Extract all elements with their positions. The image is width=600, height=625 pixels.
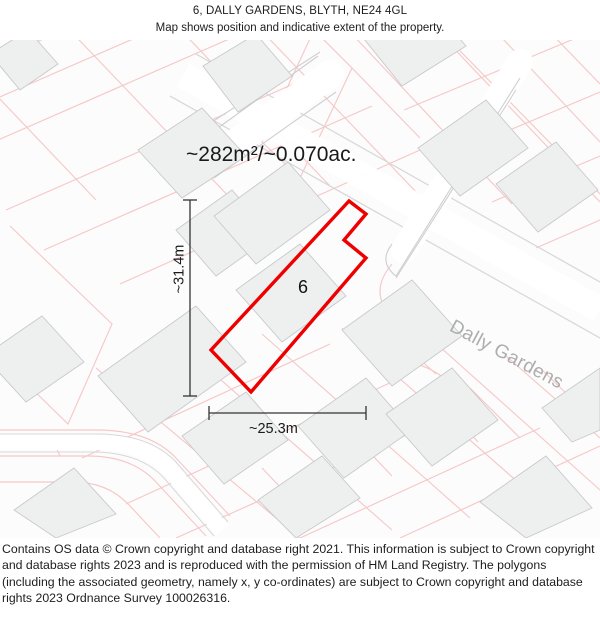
dimension-label-vertical: ~31.4m: [171, 244, 188, 294]
area-label: ~282m²/~0.070ac.: [186, 143, 357, 166]
building-footprints: [0, 38, 600, 538]
property-boundary[interactable]: [208, 198, 369, 395]
dimension-rulers: [183, 199, 367, 420]
map-footer: Contains OS data © Crown copyright and d…: [0, 538, 600, 625]
property-map[interactable]: ~282m²/~0.070ac. 6 ~31.4m ~25.3m Dally G…: [0, 38, 600, 538]
plot-number-label: 6: [298, 277, 309, 297]
page-title: 6, DALLY GARDENS, BLYTH, NE24 4GL: [192, 5, 408, 17]
map-canvas: [0, 38, 600, 538]
dimension-label-horizontal: ~25.3m: [249, 421, 298, 437]
map-header: 6, DALLY GARDENS, BLYTH, NE24 4GL Map sh…: [0, 0, 600, 40]
copyright-notice: Contains OS data © Crown copyright and d…: [2, 542, 595, 606]
page-subtitle: Map shows position and indicative extent…: [155, 22, 445, 34]
